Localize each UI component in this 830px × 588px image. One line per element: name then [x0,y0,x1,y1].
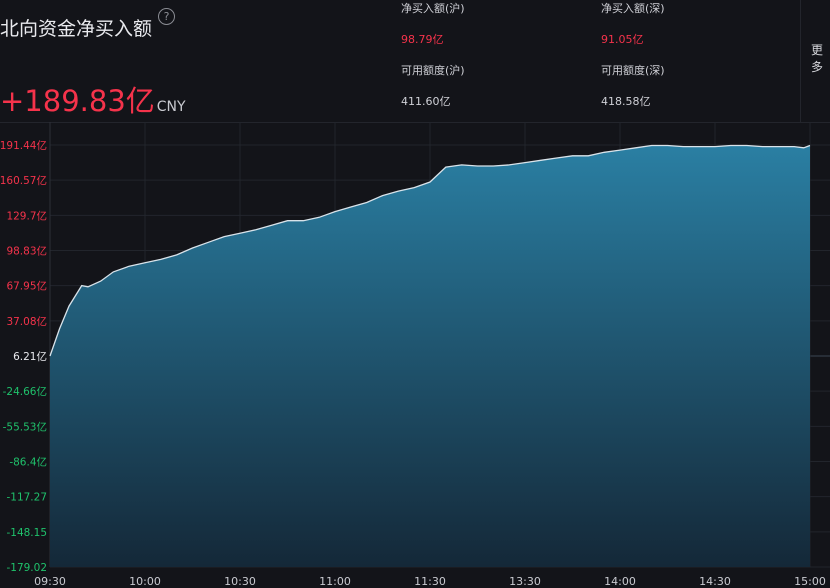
stat-value-sz-net: 91.05亿 [601,33,644,46]
header: 北向资金净买入额 ? +189.83亿 CNY 净买入额(沪) 98.79亿 净买… [0,0,830,123]
x-tick-label-4: 11:30 [414,575,446,588]
stat-value-sz-quota: 418.58亿 [601,95,651,108]
y-tick-label-5: 37.08亿 [6,315,47,328]
y-tick-label-10: -117.27 [6,492,47,504]
more-button[interactable]: 更多 [800,0,830,122]
x-tick-label-6: 14:00 [604,575,636,588]
y-tick-label-11: -148.15 [6,527,47,539]
x-tick-label-5: 13:30 [509,575,541,588]
y-tick-label-0: 191.44亿 [0,139,47,152]
y-tick-label-8: -55.53亿 [3,420,47,433]
stat-label-sh-quota: 可用额度(沪) [401,64,465,77]
stat-value-sh-net: 98.79亿 [401,33,444,46]
x-tick-label-7: 14:30 [699,575,731,588]
x-tick-label-0: 09:30 [34,575,66,588]
x-axis-labels: 09:30 10:00 10:30 11:00 11:30 13:30 14:00 14:30… [34,575,826,588]
y-axis-labels: 191.44亿 160.57亿 129.7亿 98.83亿 67.95亿 37.08亿 6.… [0,139,47,574]
y-tick-label-9: -86.4亿 [9,455,47,468]
stat-label-sz-quota: 可用额度(深) [601,64,665,77]
y-tick-label-4: 67.95亿 [6,280,47,293]
y-tick-label-3: 98.83亿 [6,244,47,257]
currency-unit: CNY [156,99,186,115]
y-tick-label-7: -24.66亿 [3,385,47,398]
x-tick-label-8: 15:00 [794,575,826,588]
y-tick-label-1: 160.57亿 [0,174,47,187]
y-tick-label-12: -179.02 [6,562,47,574]
stat-label-sh-net: 净买入额(沪) [401,2,465,15]
net-flow-area [50,145,810,567]
stat-value-sh-quota: 411.60亿 [401,95,451,108]
net-buy-amount: +189.83亿 CNY [0,78,186,120]
net-flow-line [49,144,811,357]
question-circle-icon[interactable]: ? [158,8,175,25]
stat-label-sz-net: 净买入额(深) [601,2,665,15]
more-label: 更多 [811,43,824,74]
net-buy-value: +189.83亿 [0,84,155,118]
y-tick-label-2: 129.7亿 [6,209,47,222]
x-tick-label-3: 11:00 [319,575,351,588]
y-tick-label-6: 6.21亿 [13,350,47,363]
x-tick-label-2: 10:30 [224,575,256,588]
north-bound-flow-chart: 191.44亿 160.57亿 129.7亿 98.83亿 67.95亿 37.08亿 6.… [0,122,830,588]
page-title: 北向资金净买入额 [0,18,153,40]
chart-area-layer [49,144,811,567]
x-tick-label-1: 10:00 [129,575,161,588]
